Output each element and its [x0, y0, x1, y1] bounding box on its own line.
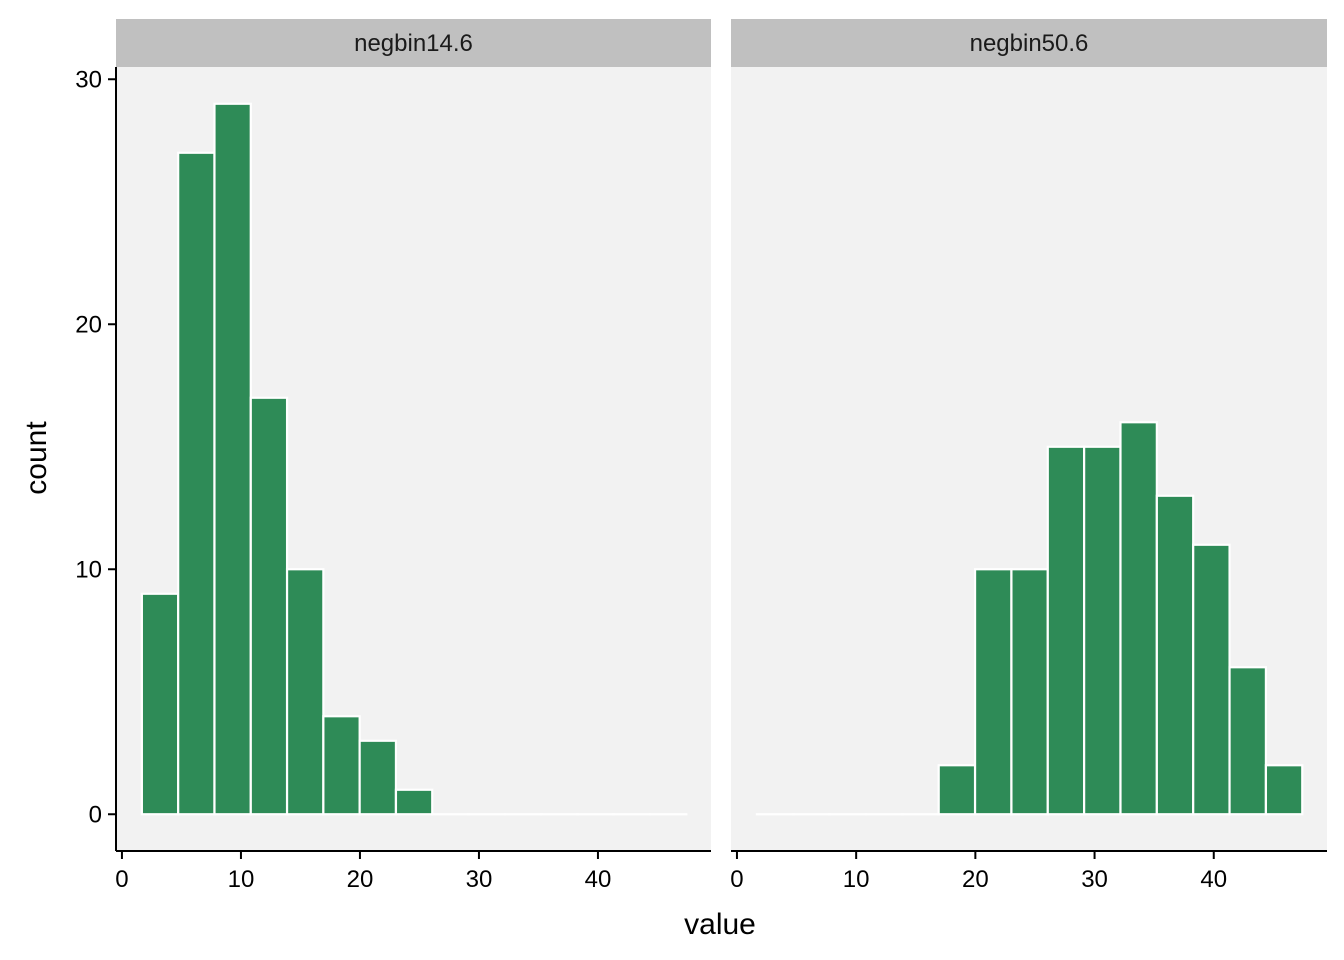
- y-tick-label: 30: [75, 66, 102, 93]
- y-tick-label: 0: [89, 801, 102, 828]
- x-tick-label: 0: [115, 866, 128, 893]
- histogram-bar: [249, 396, 289, 816]
- histogram-bar: [1192, 543, 1231, 816]
- y-axis-title: count: [20, 421, 53, 495]
- facet-strip: [731, 19, 1327, 67]
- facet-strip-label: negbin14.6: [354, 30, 473, 57]
- histogram-bar: [1228, 666, 1268, 816]
- x-tick-label: 0: [730, 866, 743, 893]
- x-tick-label: 10: [228, 866, 255, 893]
- histogram-bar: [973, 568, 1013, 816]
- y-tick-label: 10: [75, 556, 102, 583]
- x-tick-label: 20: [347, 866, 374, 893]
- histogram-bar: [1046, 445, 1086, 816]
- x-tick-label: 40: [1200, 866, 1227, 893]
- histogram-bar: [285, 568, 325, 816]
- facet-panel-2: negbin50.6 0 10 20 30 40: [730, 19, 1327, 893]
- y-tick-label: 20: [75, 311, 102, 338]
- facet-strip-label: negbin50.6: [970, 30, 1089, 57]
- histogram-bar: [1083, 445, 1122, 816]
- x-tick-label: 30: [466, 866, 493, 893]
- facet-strip: [116, 19, 711, 67]
- x-tick-label: 40: [585, 866, 612, 893]
- x-tick-label: 30: [1081, 866, 1108, 893]
- histogram-bar: [1119, 421, 1158, 816]
- x-tick-label: 10: [843, 866, 870, 893]
- histogram-bar: [358, 739, 398, 816]
- histogram-bar: [1010, 568, 1049, 816]
- histogram-bar: [394, 788, 434, 816]
- histogram-bar: [937, 764, 977, 816]
- histogram-bar: [1155, 494, 1195, 816]
- x-tick-label: 20: [962, 866, 989, 893]
- histogram-bar: [140, 592, 180, 816]
- histogram-bar: [322, 715, 361, 816]
- facet-panel-1: negbin14.6 0 10 20 30 40 0 10 20 30: [75, 19, 711, 893]
- x-axis-title: value: [684, 908, 756, 941]
- histogram-bar: [177, 151, 216, 816]
- histogram-bar: [1264, 764, 1304, 816]
- histogram-bar: [213, 102, 252, 816]
